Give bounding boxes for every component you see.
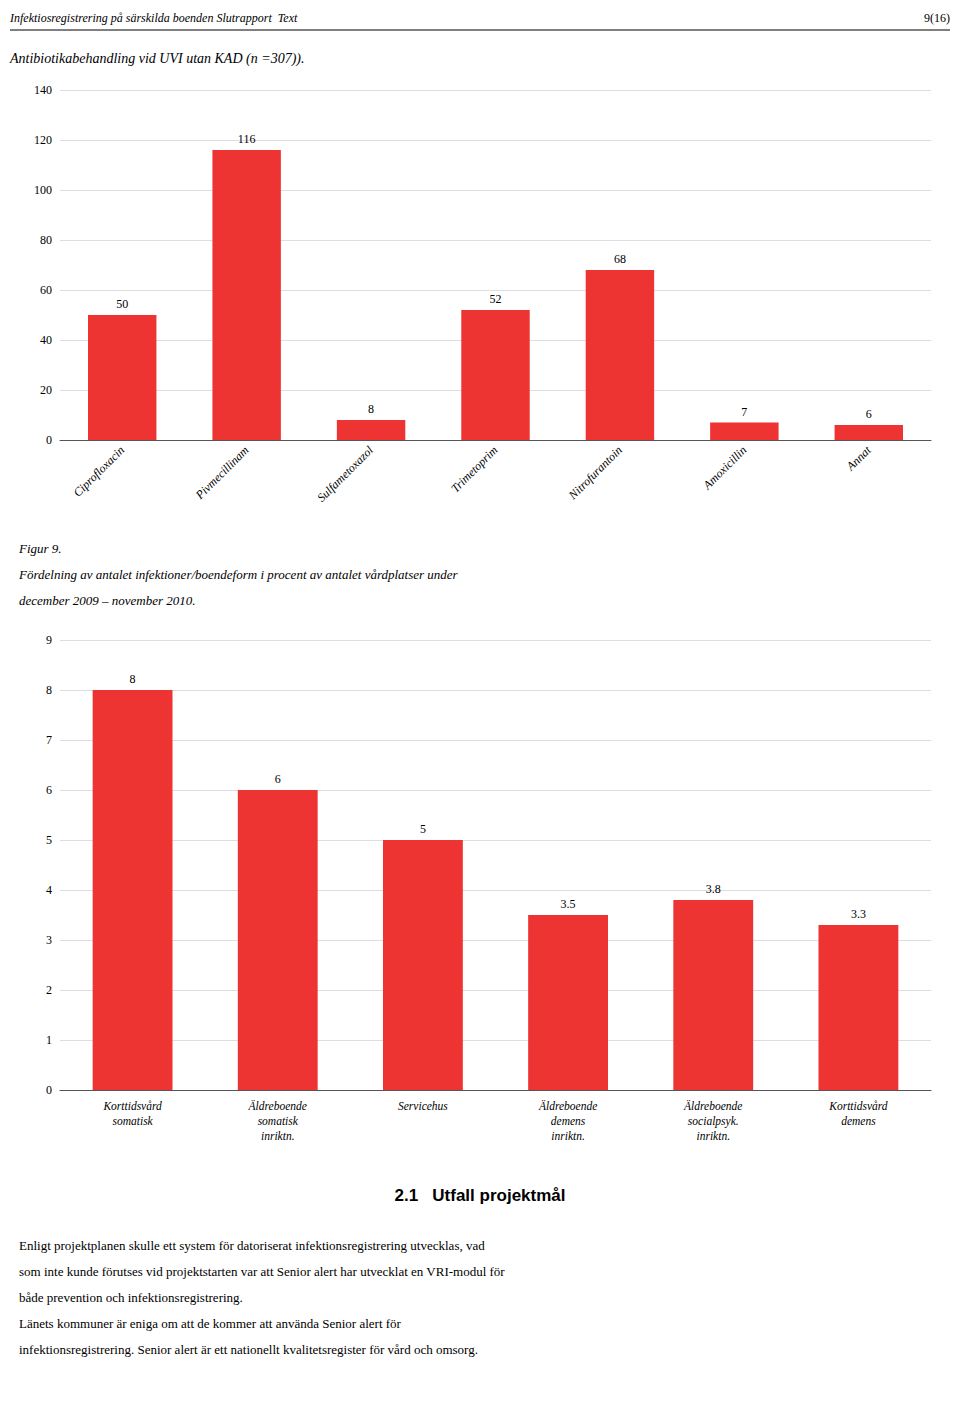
svg-text:Korttidsvård: Korttidsvård — [102, 1100, 162, 1112]
svg-text:Trimetoprim: Trimetoprim — [448, 443, 501, 496]
svg-text:6: 6 — [46, 783, 52, 797]
svg-text:0: 0 — [46, 1083, 52, 1097]
svg-text:1: 1 — [46, 1033, 52, 1047]
svg-text:Fördelning av antalet infektio: Fördelning av antalet infektioner/boende… — [18, 567, 459, 582]
svg-text:3.5: 3.5 — [561, 897, 576, 911]
svg-text:både prevention och infektions: både prevention och infektionsregistreri… — [19, 1290, 243, 1305]
svg-text:9: 9 — [46, 633, 52, 647]
svg-text:20: 20 — [40, 383, 52, 397]
svg-text:Pivmecillinam: Pivmecillinam — [192, 443, 252, 503]
svg-text:Antibiotikabehandling vid UVI: Antibiotikabehandling vid UVI utan KAD (… — [9, 51, 304, 67]
svg-text:Länets kommuner är eniga om at: Länets kommuner är eniga om att de komme… — [19, 1316, 402, 1331]
svg-text:demens: demens — [841, 1115, 876, 1127]
svg-text:100: 100 — [34, 183, 52, 197]
svg-text:Annat: Annat — [843, 443, 874, 474]
svg-text:inriktn.: inriktn. — [551, 1130, 585, 1142]
svg-text:som inte kunde förutses vid pr: som inte kunde förutses vid projektstart… — [19, 1264, 505, 1279]
svg-text:3.3: 3.3 — [851, 907, 866, 921]
svg-text:Äldreboende: Äldreboende — [248, 1099, 307, 1112]
svg-text:Servicehus: Servicehus — [398, 1100, 448, 1112]
svg-text:8: 8 — [130, 672, 136, 686]
svg-text:2.1 Utfall projektmål: 2.1 Utfall projektmål — [395, 1186, 566, 1205]
svg-text:Infektiosregistrering på särsk: Infektiosregistrering på särskilda boend… — [9, 11, 298, 25]
svg-text:140: 140 — [34, 83, 52, 97]
svg-text:Sulfametoxazol: Sulfametoxazol — [314, 443, 376, 505]
svg-text:Enligt projektplanen skulle et: Enligt projektplanen skulle ett system f… — [19, 1238, 485, 1253]
svg-text:9(16): 9(16) — [924, 11, 950, 25]
svg-text:3.8: 3.8 — [706, 882, 721, 896]
svg-text:5: 5 — [420, 822, 426, 836]
svg-text:Amoxicillin: Amoxicillin — [700, 443, 750, 493]
svg-text:december 2009 – november 2010.: december 2009 – november 2010. — [19, 593, 196, 608]
svg-text:Korttidsvård: Korttidsvård — [828, 1100, 888, 1112]
svg-text:inriktn.: inriktn. — [696, 1130, 730, 1142]
svg-text:60: 60 — [40, 283, 52, 297]
svg-text:7: 7 — [741, 405, 747, 419]
svg-text:120: 120 — [34, 133, 52, 147]
svg-text:52: 52 — [490, 292, 502, 306]
svg-text:somatisk: somatisk — [258, 1115, 299, 1127]
svg-text:demens: demens — [551, 1115, 586, 1127]
svg-text:Ciprofloxacin: Ciprofloxacin — [70, 443, 127, 500]
svg-text:116: 116 — [238, 132, 256, 146]
svg-text:8: 8 — [368, 402, 374, 416]
svg-text:Äldreboende: Äldreboende — [683, 1099, 742, 1112]
svg-text:50: 50 — [116, 297, 128, 311]
svg-text:4: 4 — [46, 883, 52, 897]
svg-text:6: 6 — [275, 772, 281, 786]
svg-text:40: 40 — [40, 333, 52, 347]
svg-text:Äldreboende: Äldreboende — [538, 1099, 597, 1112]
svg-text:7: 7 — [46, 733, 52, 747]
svg-text:inriktn.: inriktn. — [261, 1130, 295, 1142]
svg-text:0: 0 — [46, 433, 52, 447]
svg-text:Figur 9.: Figur 9. — [18, 541, 62, 556]
svg-text:5: 5 — [46, 833, 52, 847]
svg-text:2: 2 — [46, 983, 52, 997]
svg-text:8: 8 — [46, 683, 52, 697]
svg-text:68: 68 — [614, 252, 626, 266]
svg-text:Nitrofurantoin: Nitrofurantoin — [565, 443, 625, 503]
svg-text:6: 6 — [866, 407, 872, 421]
svg-text:socialpsyk.: socialpsyk. — [688, 1115, 739, 1128]
svg-text:infektionsregistrering. Senior: infektionsregistrering. Senior alert är … — [19, 1342, 478, 1357]
svg-text:3: 3 — [46, 933, 52, 947]
svg-text:80: 80 — [40, 233, 52, 247]
svg-text:somatisk: somatisk — [112, 1115, 153, 1127]
